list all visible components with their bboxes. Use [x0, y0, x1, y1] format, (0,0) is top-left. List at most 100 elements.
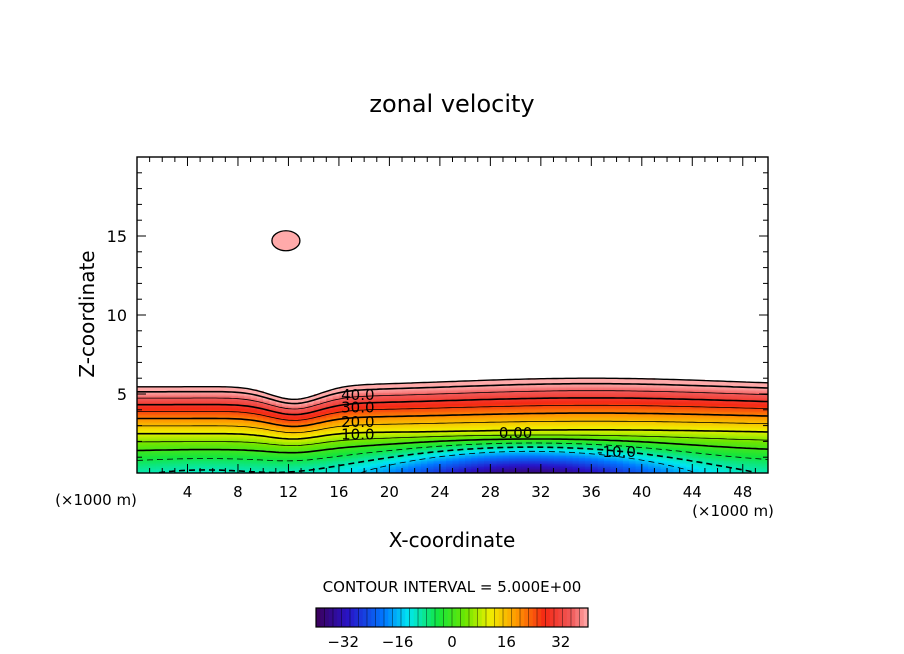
field-cell [219, 444, 226, 447]
field-cell [313, 460, 321, 463]
field-cell [212, 409, 220, 412]
field-cell [566, 394, 573, 397]
field-cell [521, 425, 529, 428]
field-cell [654, 414, 662, 417]
field-cell [168, 424, 176, 427]
field-cell [528, 424, 536, 427]
field-cell [231, 431, 239, 435]
field-cell [597, 392, 605, 395]
field-cell [206, 455, 214, 458]
field-cell [332, 468, 340, 471]
field-cell [433, 425, 441, 428]
field-cell [395, 392, 403, 395]
field-cell [477, 386, 485, 389]
field-cell [597, 460, 605, 463]
field-cell [219, 398, 226, 401]
field-cell [149, 424, 157, 427]
field-cell [616, 414, 624, 417]
field-cell [667, 379, 674, 382]
field-cell [610, 395, 618, 398]
field-cell [521, 433, 529, 436]
field-cell [357, 446, 365, 449]
field-cell [540, 441, 548, 444]
field-cell [502, 392, 510, 395]
field-cell [540, 401, 548, 405]
field-cell [534, 422, 542, 425]
field-cell [256, 424, 264, 427]
field-cell [521, 395, 529, 398]
field-cell [162, 439, 170, 442]
field-cell [679, 431, 687, 435]
field-cell [622, 469, 630, 473]
field-cell [477, 401, 485, 405]
field-cell [250, 398, 258, 401]
field-cell [540, 433, 548, 436]
field-cell [200, 392, 208, 395]
field-cell [351, 465, 359, 468]
field-cell [540, 398, 548, 401]
field-cell [231, 469, 239, 473]
field-cell [256, 425, 264, 428]
field-cell [439, 419, 447, 422]
field-cell [603, 395, 611, 398]
field-cell [578, 433, 586, 436]
field-cell [357, 403, 365, 406]
field-cell [528, 395, 536, 398]
field-cell [629, 384, 637, 387]
field-cell [597, 408, 605, 411]
field-cell [193, 436, 201, 439]
field-cell [395, 444, 403, 447]
field-cell [200, 420, 208, 424]
field-cell [137, 457, 144, 460]
field-cell [521, 466, 529, 469]
field-cell [187, 455, 195, 458]
field-cell [540, 455, 548, 458]
field-cell [338, 469, 346, 473]
field-cell [597, 401, 605, 405]
field-cell [534, 425, 542, 428]
field-cell [591, 446, 599, 449]
field-cell [351, 417, 359, 420]
field-cell [616, 381, 624, 384]
field-cell [585, 435, 592, 438]
field-cell [200, 444, 208, 447]
field-cell [206, 398, 214, 401]
field-cell [597, 398, 605, 401]
field-cell [433, 382, 441, 386]
field-cell [294, 465, 302, 468]
field-cell [654, 384, 662, 387]
field-cell [244, 397, 252, 400]
field-cell [465, 442, 473, 446]
field-cell [673, 446, 681, 449]
field-cell [395, 465, 403, 468]
field-cell [477, 406, 485, 409]
field-cell [597, 461, 605, 465]
field-cell [288, 411, 296, 414]
field-cell [446, 417, 454, 420]
field-cell [673, 447, 681, 450]
field-cell [528, 386, 536, 389]
field-cell [465, 392, 473, 395]
field-cell [433, 428, 441, 431]
field-cell [458, 427, 466, 430]
field-cell [395, 441, 403, 444]
field-cell [597, 457, 605, 460]
field-cell [679, 400, 687, 403]
field-cell [168, 433, 176, 436]
field-cell [578, 444, 586, 447]
field-cell [585, 430, 592, 433]
field-cell [465, 452, 473, 455]
field-cell [446, 438, 454, 441]
field-cell [402, 442, 409, 446]
field-cell [616, 403, 624, 406]
field-cell [370, 419, 378, 422]
field-cell [685, 444, 693, 447]
field-cell [641, 416, 649, 419]
field-cell [566, 454, 573, 457]
field-cell [237, 471, 245, 473]
field-cell [616, 394, 624, 397]
field-cell [471, 460, 479, 463]
field-cell [458, 422, 466, 425]
field-cell [370, 442, 378, 446]
field-cell [572, 379, 580, 382]
